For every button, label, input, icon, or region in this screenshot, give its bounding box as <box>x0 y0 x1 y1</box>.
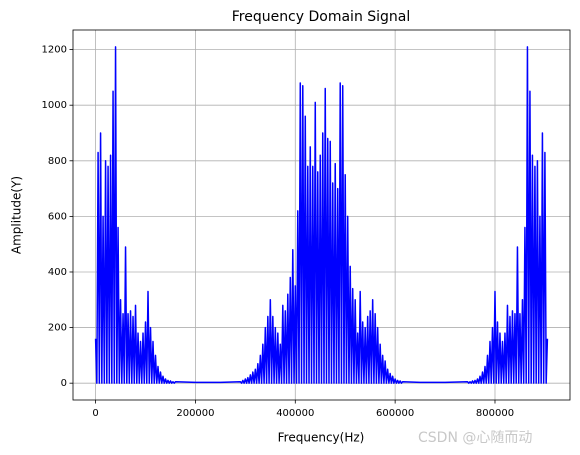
data-line <box>94 46 549 384</box>
x-tick-label: 0 <box>92 408 98 419</box>
y-tick-label: 600 <box>48 211 67 222</box>
axes-frame <box>72 29 571 401</box>
chart-title: Frequency Domain Signal <box>232 9 411 25</box>
x-tick-label: 400000 <box>276 408 314 419</box>
y-tick-label: 400 <box>48 267 67 278</box>
y-tick-label: 800 <box>48 156 67 167</box>
y-tick-label: 200 <box>48 323 67 334</box>
y-axis-label: Amplitude(Y) <box>10 176 24 254</box>
watermark: CSDN @心随而动 <box>418 430 532 446</box>
x-tick-label: 600000 <box>376 408 414 419</box>
x-axis-label: Frequency(Hz) <box>278 431 365 445</box>
y-tick-label: 1200 <box>42 45 67 56</box>
y-tick-label: 1000 <box>42 100 67 111</box>
x-tick-label: 200000 <box>176 408 214 419</box>
x-tick-label: 800000 <box>476 408 514 419</box>
y-tick-label: 0 <box>61 378 67 389</box>
